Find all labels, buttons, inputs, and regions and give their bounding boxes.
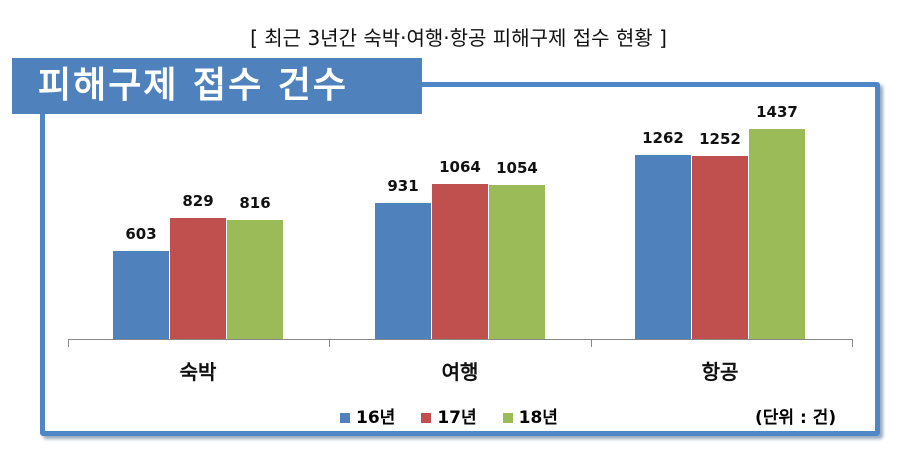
bar-여행-16년 bbox=[375, 202, 431, 339]
legend-label: 17년 bbox=[437, 408, 477, 428]
value-label: 829 bbox=[182, 191, 214, 210]
category-label: 항공 bbox=[701, 360, 739, 384]
axis-tick bbox=[68, 339, 69, 347]
legend: 16년 17년 18년 bbox=[340, 403, 558, 428]
value-label: 1252 bbox=[699, 130, 741, 149]
value-label: 931 bbox=[387, 176, 419, 195]
legend-swatch-icon bbox=[340, 413, 350, 423]
value-label: 603 bbox=[125, 224, 157, 243]
bar-항공-16년 bbox=[635, 154, 691, 339]
value-label: 1262 bbox=[642, 128, 684, 147]
unit-label: (단위 : 건) bbox=[755, 408, 837, 428]
legend-item: 17년 bbox=[421, 403, 477, 428]
value-label: 1054 bbox=[496, 158, 538, 177]
legend-label: 18년 bbox=[518, 408, 558, 428]
bar-항공-18년 bbox=[749, 129, 805, 339]
bar-숙박-16년 bbox=[113, 250, 169, 339]
bar-숙박-17년 bbox=[170, 217, 226, 339]
legend-swatch-icon bbox=[502, 413, 513, 423]
axis-tick bbox=[591, 339, 592, 347]
axis-tick bbox=[852, 339, 853, 347]
legend-label: 16년 bbox=[356, 408, 396, 428]
value-label: 816 bbox=[239, 193, 271, 212]
legend-item: 18년 bbox=[502, 403, 558, 428]
legend-item: 16년 bbox=[340, 403, 395, 428]
category-label: 숙박 bbox=[179, 360, 217, 384]
axis-tick bbox=[329, 339, 330, 347]
category-label: 여행 bbox=[441, 360, 479, 384]
value-label: 1064 bbox=[439, 157, 481, 176]
panel-title: 피해구제 접수 건수 bbox=[12, 58, 422, 114]
value-label: 1437 bbox=[756, 103, 798, 121]
bar-여행-18년 bbox=[489, 184, 545, 339]
bar-숙박-18년 bbox=[227, 219, 283, 339]
page-title: [ 최근 3년간 숙박·여행·항공 피해구제 접수 현황 ] bbox=[250, 26, 667, 50]
bar-항공-17년 bbox=[692, 156, 748, 339]
x-axis bbox=[68, 339, 852, 340]
bar-여행-17년 bbox=[432, 183, 488, 339]
legend-swatch-icon bbox=[421, 413, 432, 423]
chart-frame bbox=[40, 82, 880, 436]
